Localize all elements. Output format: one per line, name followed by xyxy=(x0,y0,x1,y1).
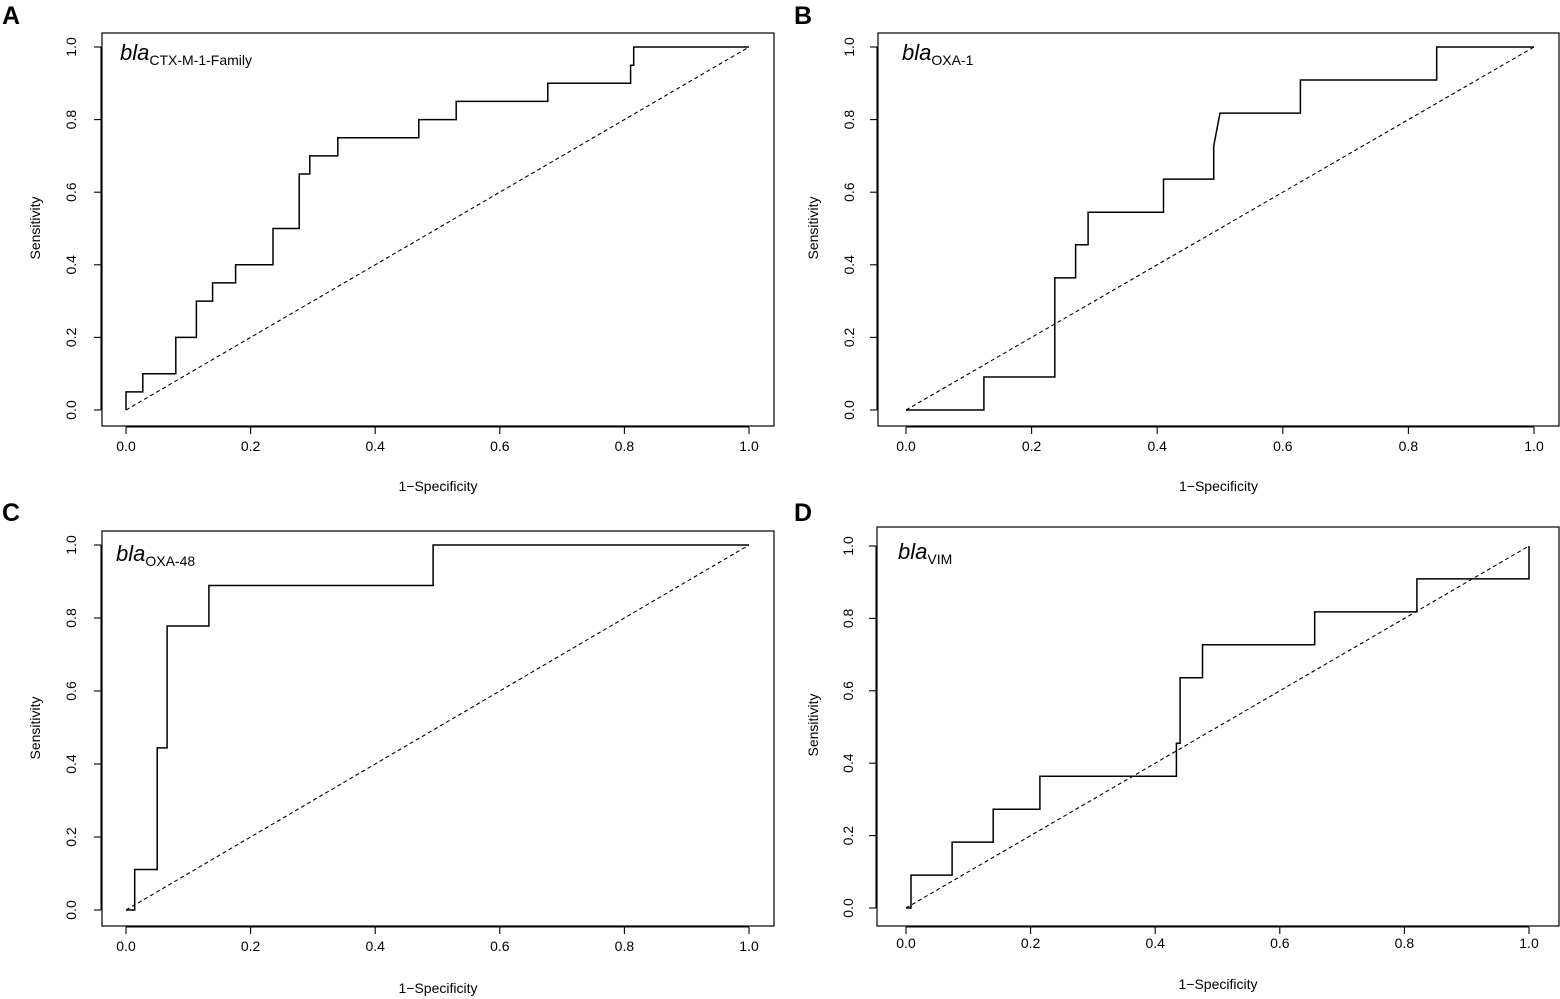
y-axis-title: Sensitivity xyxy=(27,696,43,759)
y-tick-label: 0.8 xyxy=(840,608,856,628)
x-tick-label: 1.0 xyxy=(739,438,759,454)
panel-letter: A xyxy=(2,2,21,30)
y-tick-label: 1.0 xyxy=(63,37,79,57)
y-tick-label: 1.0 xyxy=(840,536,856,556)
y-tick-label: 0.2 xyxy=(63,327,79,347)
y-tick-label: 0.0 xyxy=(63,400,79,420)
x-tick-label: 1.0 xyxy=(1519,935,1539,951)
x-tick-label: 0.8 xyxy=(1399,438,1419,454)
y-tick-label: 0.2 xyxy=(841,327,857,347)
plot-frame xyxy=(877,32,1560,427)
roc-curve-line xyxy=(126,544,749,911)
y-tick-label: 0.4 xyxy=(63,255,79,275)
x-tick-label: 0.8 xyxy=(1395,935,1415,951)
roc-panel-c: C 0.0 0.2 0.4 0.6 0.8 1.0 0.0 0.2 0.4 0.6 0.8 1.0 1−… xyxy=(0,499,780,999)
gene-title: blaVIM xyxy=(898,539,952,567)
x-axis-title: 1−Specificity xyxy=(1179,478,1258,494)
x-tick-label: 1.0 xyxy=(739,938,759,954)
gene-title-main: bla xyxy=(898,539,927,564)
roc-curve-line xyxy=(125,46,749,410)
gene-title-subscript: VIM xyxy=(927,551,952,567)
x-axis-title: 1−Specificity xyxy=(1179,976,1258,992)
plot-frame xyxy=(876,526,1560,927)
plot-frame xyxy=(101,32,775,427)
x-tick-label: 0.4 xyxy=(365,438,385,454)
roc-chart: 0.0 0.2 0.4 0.6 0.8 1.0 0.0 0.2 0.4 0.6 0.8 1.0 1−Sp… xyxy=(805,526,1560,992)
reference-diagonal-line xyxy=(905,46,1535,411)
x-tick-label: 0.2 xyxy=(1022,438,1042,454)
x-tick-label: 0.8 xyxy=(615,438,635,454)
y-tick-label: 0.8 xyxy=(841,110,857,130)
roc-curve-line xyxy=(906,546,1530,909)
roc-panel-a: A 0.0 0.2 0.4 0.6 0.8 1.0 0.0 0.2 0.4 0.6 0.8 1.0 1−… xyxy=(0,0,780,500)
x-tick-label: 0.0 xyxy=(896,935,916,951)
x-tick-label: 0.0 xyxy=(116,438,136,454)
roc-panel-b: B 0.0 0.2 0.4 0.6 0.8 1.0 0.0 0.2 0.4 0.6 0.8 1.0 1−… xyxy=(780,0,1560,500)
y-tick-label: 0.6 xyxy=(63,182,79,202)
x-tick-label: 0.4 xyxy=(1147,438,1167,454)
y-tick-label: 1.0 xyxy=(841,37,857,57)
y-axis-title: Sensitivity xyxy=(805,196,821,259)
y-tick-label: 1.0 xyxy=(63,535,79,555)
y-tick-label: 0.8 xyxy=(63,110,79,130)
y-tick-label: 0.6 xyxy=(63,681,79,701)
y-tick-label: 0.8 xyxy=(63,608,79,628)
gene-title-subscript: OXA-1 xyxy=(931,52,973,68)
y-tick-label: 0.6 xyxy=(840,681,856,701)
y-axis-title: Sensitivity xyxy=(27,196,43,259)
y-tick-label: 0.4 xyxy=(841,255,857,275)
plot-frame xyxy=(101,530,775,927)
x-tick-label: 0.0 xyxy=(896,438,916,454)
gene-title: blaOXA-48 xyxy=(116,541,195,569)
y-axis-title: Sensitivity xyxy=(805,693,821,756)
gene-title-subscript: CTX-M-1-Family xyxy=(149,52,252,68)
roc-curve-line xyxy=(906,46,1534,411)
gene-title-subscript: OXA-48 xyxy=(145,553,195,569)
x-tick-label: 0.6 xyxy=(490,438,510,454)
y-tick-label: 0.4 xyxy=(63,754,79,774)
y-tick-label: 0.4 xyxy=(840,753,856,773)
x-tick-label: 1.0 xyxy=(1524,438,1544,454)
x-axis-title: 1−Specificity xyxy=(399,478,478,494)
x-tick-label: 0.6 xyxy=(490,938,510,954)
x-tick-label: 0.6 xyxy=(1270,935,1290,951)
roc-panel-d: D 0.0 0.2 0.4 0.6 0.8 1.0 0.0 0.2 0.4 0.6 0.8 1.0 1−… xyxy=(780,499,1560,999)
gene-title-main: bla xyxy=(116,541,145,566)
x-tick-label: 0.6 xyxy=(1273,438,1293,454)
y-tick-label: 0.6 xyxy=(841,182,857,202)
panel-letter: C xyxy=(2,499,21,527)
gene-title-main: bla xyxy=(902,40,931,65)
panel-letter: D xyxy=(794,499,813,527)
reference-diagonal-line xyxy=(125,46,750,411)
gene-title-main: bla xyxy=(120,40,149,65)
gene-title: blaOXA-1 xyxy=(902,40,974,68)
roc-chart: 0.0 0.2 0.4 0.6 0.8 1.0 0.0 0.2 0.4 0.6 0.8 1.0 1−Sp… xyxy=(805,32,1560,494)
y-tick-label: 0.0 xyxy=(63,900,79,920)
x-axis-title: 1−Specificity xyxy=(399,980,478,996)
x-tick-label: 0.8 xyxy=(615,938,635,954)
roc-chart: 0.0 0.2 0.4 0.6 0.8 1.0 0.0 0.2 0.4 0.6 0.8 1.0 1−Sp… xyxy=(27,530,775,996)
gene-title: blaCTX-M-1-Family xyxy=(120,40,252,68)
y-tick-label: 0.0 xyxy=(841,400,857,420)
x-tick-label: 0.2 xyxy=(1021,935,1041,951)
roc-chart: 0.0 0.2 0.4 0.6 0.8 1.0 0.0 0.2 0.4 0.6 0.8 1.0 1−Sp… xyxy=(27,32,775,494)
x-tick-label: 0.4 xyxy=(365,938,385,954)
x-tick-label: 0.2 xyxy=(241,938,261,954)
y-tick-label: 0.2 xyxy=(840,826,856,846)
y-tick-label: 0.0 xyxy=(840,898,856,918)
reference-diagonal-line xyxy=(125,544,750,911)
reference-diagonal-line xyxy=(905,545,1530,909)
x-tick-label: 0.2 xyxy=(241,438,261,454)
panel-letter: B xyxy=(794,2,813,30)
y-tick-label: 0.2 xyxy=(63,827,79,847)
x-tick-label: 0.0 xyxy=(116,938,136,954)
x-tick-label: 0.4 xyxy=(1145,935,1165,951)
